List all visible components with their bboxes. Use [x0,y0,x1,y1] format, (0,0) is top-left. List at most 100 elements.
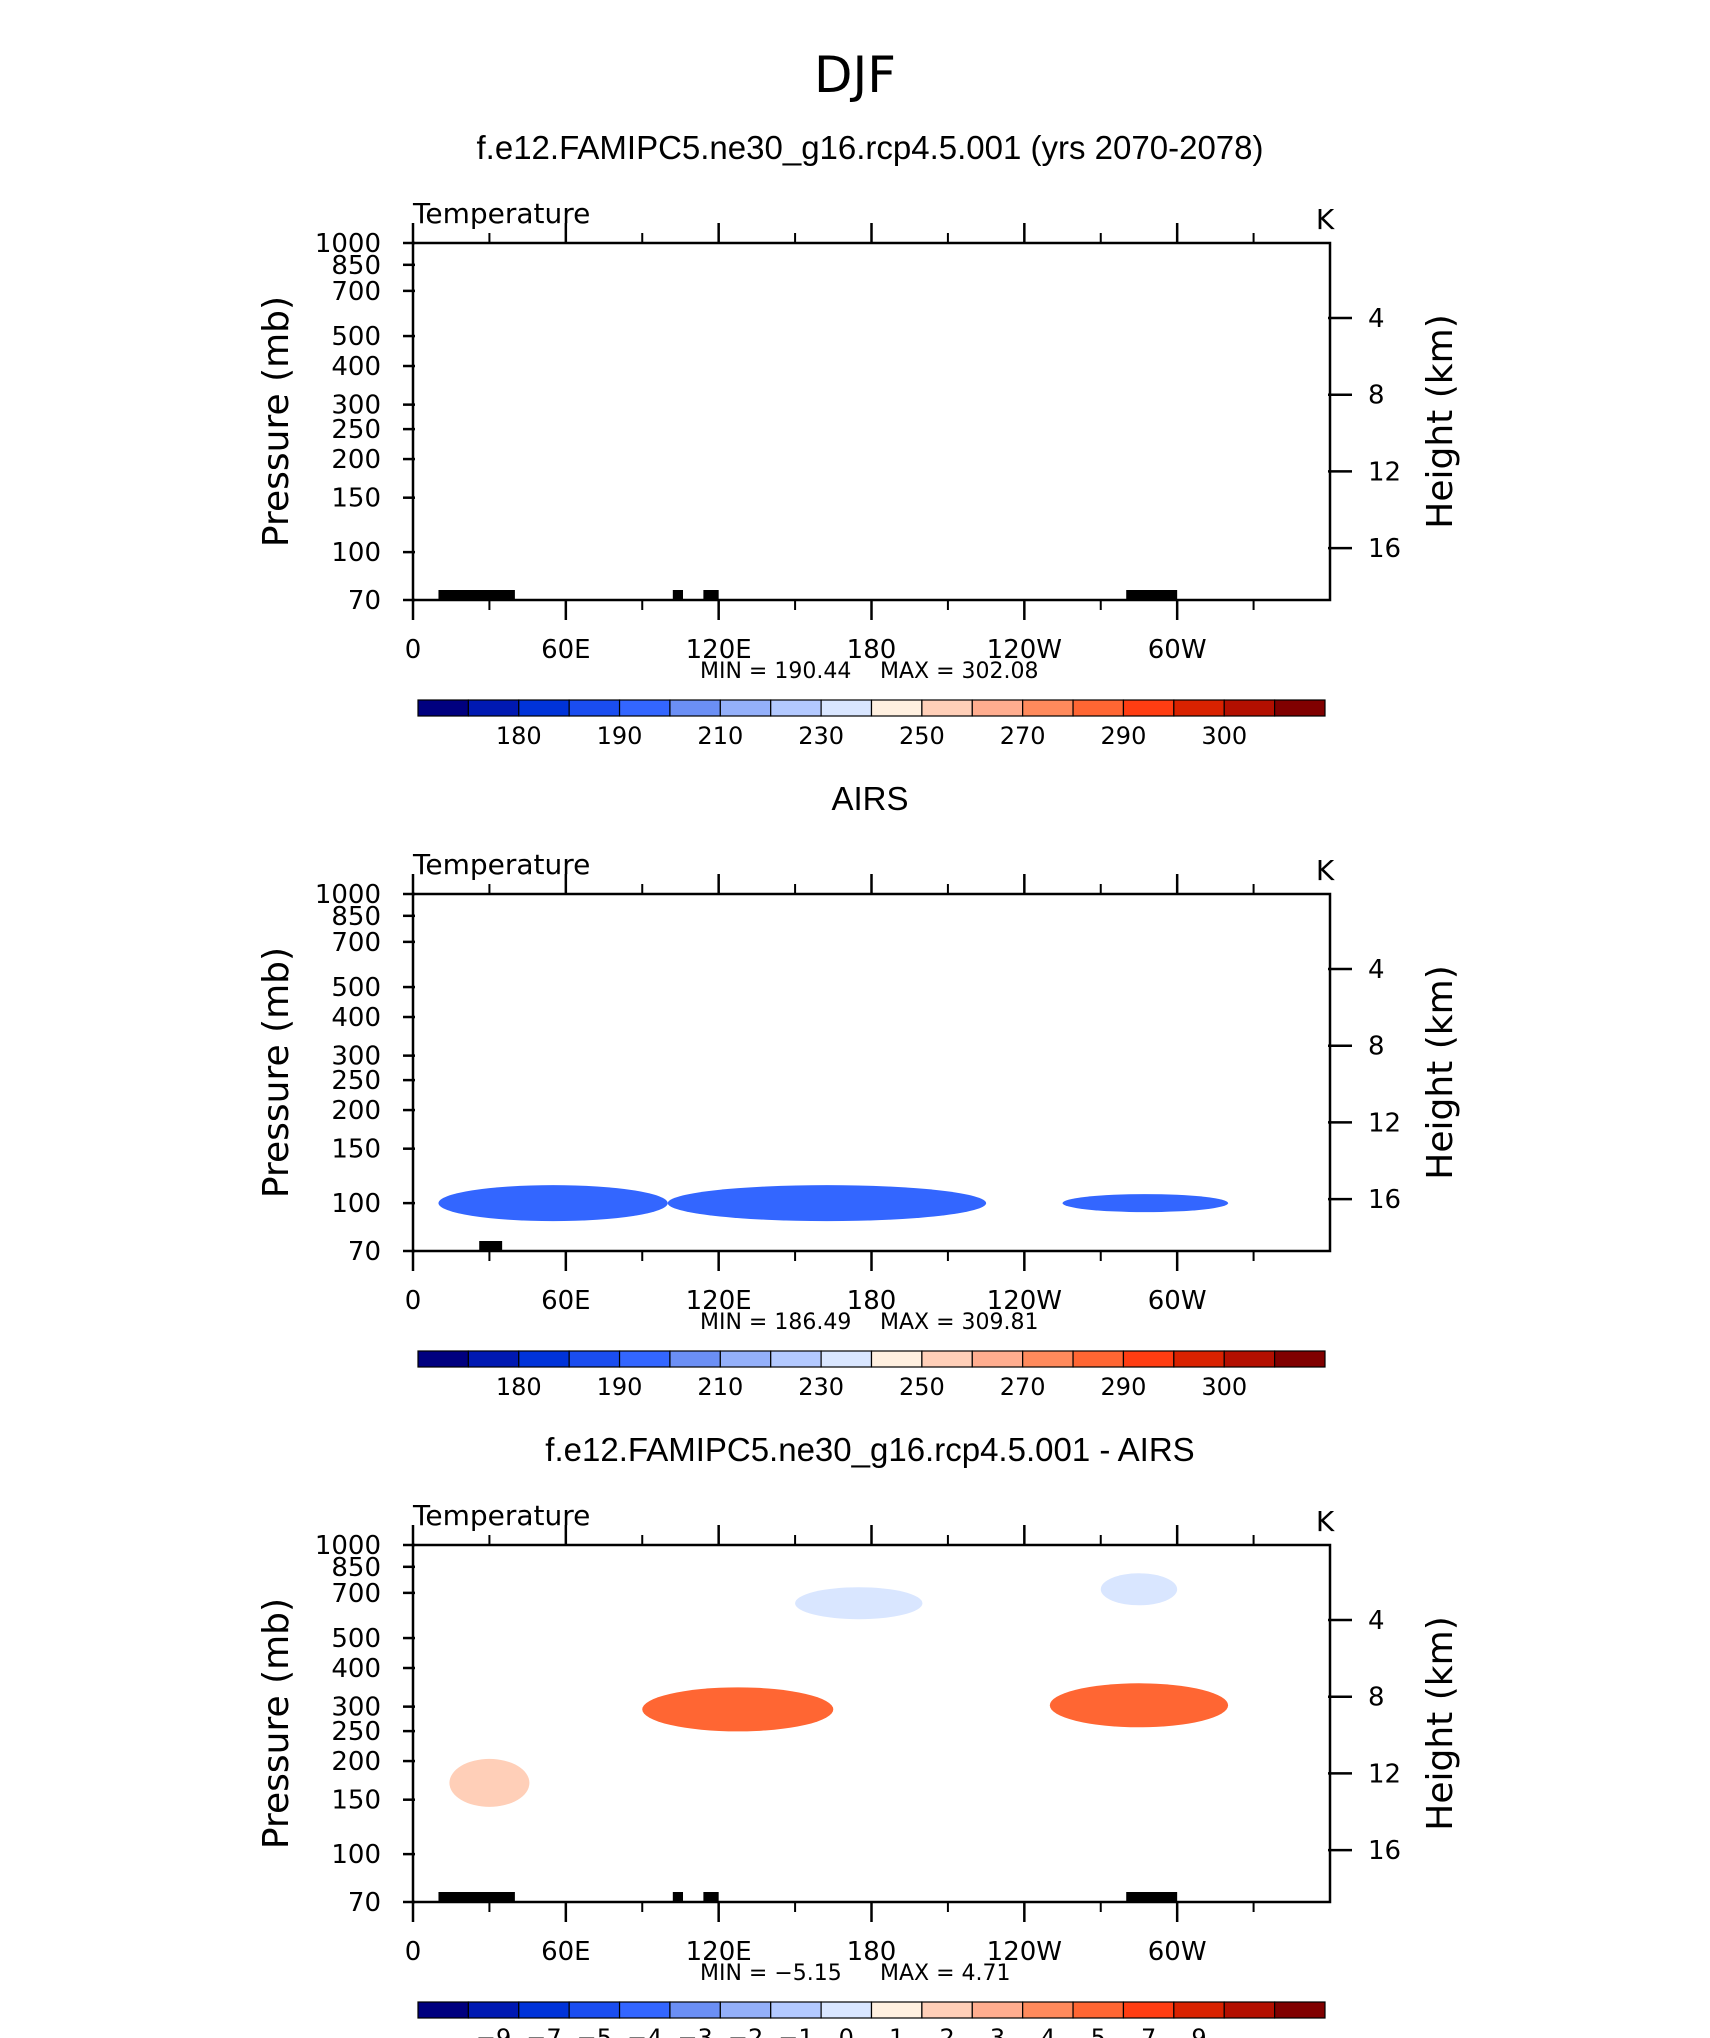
x-tick-label: 60W [1148,1937,1207,1967]
y-tick-label: 100 [331,538,381,568]
panel-title: f.e12.FAMIPC5.ne30_g16.rcp4.5.001 (yrs 2… [477,129,1264,166]
y-tick-label: 850 [331,1553,381,1583]
contour-field [438,1573,1229,1902]
colorbar-swatch [719,699,772,717]
terrain-mask [479,1241,503,1251]
colorbar-swatch [921,699,973,717]
min-label: MIN = 186.49 [700,1310,851,1335]
y2-tick-label: 16 [1368,1836,1401,1866]
x-tick-label: 60E [541,635,591,665]
y-tick-label: 150 [331,1786,381,1816]
x-tick-label: 0 [405,635,422,665]
colorbar-swatch [820,2001,873,2019]
colorbar-label: 250 [899,722,945,750]
y-tick-label: 100 [331,1840,381,1870]
colorbar-swatch [870,699,923,717]
y-tick-label: 70 [348,1237,381,1267]
colorbar-label: 190 [597,722,643,750]
colorbar-swatch [719,1350,772,1368]
y-tick-label: 850 [331,902,381,932]
y-tick-label: 1000 [315,229,381,259]
units-label: K [1316,1505,1335,1538]
chart-panel-2: AIRS Temperature K 0 60E 120E 180 120W 60W 70 100 1… [256,780,1461,1401]
colorbar-swatch [669,699,721,717]
colorbar-swatch [618,2001,671,2019]
terrain-mask [703,590,719,600]
panel-title: AIRS [831,780,908,817]
colorbar-label: 3 [990,2024,1005,2038]
colorbar-swatch [1022,1350,1074,1368]
variable-label: Temperature [412,848,590,881]
warm-anomaly [1049,1683,1229,1728]
colorbar-swatch [568,2001,621,2019]
max-label: MAX = 302.08 [880,659,1039,684]
x-tick-label: 120W [987,1286,1062,1316]
colorbar-swatch [568,1350,621,1368]
figure-title: DJF [814,46,896,104]
colorbar-swatch [1072,1350,1125,1368]
colorbar-swatch [1022,699,1074,717]
y2-tick-label: 4 [1368,304,1385,334]
panel-title: f.e12.FAMIPC5.ne30_g16.rcp4.5.001 - AIRS [545,1431,1194,1468]
y-tick-label: 250 [331,1717,381,1747]
colorbar-swatch [1122,1350,1175,1368]
colorbar-swatch [467,699,520,717]
colorbar-label: 300 [1201,722,1247,750]
colorbar-swatch [518,1350,570,1368]
colorbar: −9 −7 −5 −4 −3 −2 −1 0 1 2 3 4 5 7 9 [417,2001,1326,2038]
contour-field [438,590,1178,600]
y-tick-label: 700 [331,277,381,307]
y-tick-label: 700 [331,1579,381,1609]
colorbar-label: −3 [677,2024,712,2038]
cool-anomaly [795,1587,923,1620]
terrain-mask [703,1892,719,1902]
colorbar-label: 9 [1191,2024,1206,2038]
x-tick-label: 180 [847,635,897,665]
colorbar-label: 4 [1040,2024,1055,2038]
colorbar-swatch [870,1350,923,1368]
colorbar-label: 190 [597,1373,643,1401]
colorbar-swatch [770,2001,822,2019]
x-tick-label: 180 [847,1286,897,1316]
y-axis-label: Pressure (mb) [256,296,297,547]
colorbar-label: 210 [697,1373,743,1401]
colorbar-label: 290 [1101,1373,1147,1401]
y2-tick-label: 8 [1368,1032,1385,1062]
colorbar-label: 1 [889,2024,904,2038]
colorbar-swatch [921,1350,973,1368]
min-label: MIN = 190.44 [700,659,851,684]
colorbar-swatch [1173,1350,1225,1368]
colorbar-swatch [417,699,469,717]
x-tick-label: 120E [686,1937,752,1967]
terrain-mask [438,1892,515,1902]
y2-tick-label: 12 [1368,1108,1401,1138]
weak-anomaly [449,1758,530,1807]
y2-tick-label: 16 [1368,1185,1401,1215]
y-tick-label: 400 [331,352,381,382]
colorbar-swatch [870,2001,923,2019]
colorbar-swatch [770,699,822,717]
y-tick-label: 150 [331,484,381,514]
y-tick-label: 700 [331,928,381,958]
x-tick-label: 120W [987,635,1062,665]
y-tick-label: 250 [331,415,381,445]
colorbar-label: 230 [798,1373,844,1401]
colorbar-swatch [921,2001,973,2019]
colorbar-label: 5 [1091,2024,1106,2038]
max-label: MAX = 4.71 [880,1961,1011,1986]
plot-frame [411,241,1332,602]
y2-tick-label: 12 [1368,1759,1401,1789]
x-tick-label: 60W [1148,1286,1207,1316]
min-label: MIN = −5.15 [700,1961,842,1986]
cool-anomaly [1100,1573,1178,1606]
x-tick-label: 180 [847,1937,897,1967]
y2-axis-label: Height (km) [1420,1616,1461,1830]
y2-tick-label: 4 [1368,955,1385,985]
colorbar-swatch [1223,1350,1276,1368]
colorbar-swatch [1223,699,1276,717]
colorbar-swatch [820,1350,873,1368]
y-tick-label: 70 [348,586,381,616]
cold-core-contour [1062,1194,1229,1213]
y2-tick-label: 8 [1368,1683,1385,1713]
colorbar-swatch [1072,2001,1125,2019]
